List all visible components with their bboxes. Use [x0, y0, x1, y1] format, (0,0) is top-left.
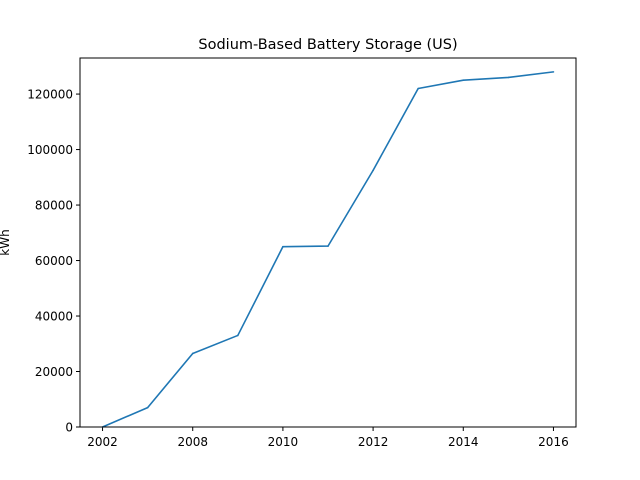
y-axis-ticks: 0 20000 40000 60000 80000 100000 120000 [27, 88, 80, 435]
x-axis-ticks: 2002 2008 2010 2012 2014 2016 [87, 427, 569, 449]
y-tick-label: 120000 [27, 88, 73, 102]
y-tick-label: 100000 [27, 143, 73, 157]
x-tick-label: 2010 [268, 435, 299, 449]
x-tick-label: 2014 [448, 435, 479, 449]
chart-title: Sodium-Based Battery Storage (US) [198, 37, 457, 53]
data-point [417, 87, 419, 90]
x-tick-label: 2002 [87, 435, 118, 449]
data-point [191, 352, 194, 355]
data-point [507, 76, 510, 79]
series-line [102, 71, 554, 428]
series-layer [101, 71, 555, 428]
data-point [146, 406, 149, 409]
x-tick-label: 2012 [358, 435, 389, 449]
y-tick-label: 20000 [35, 365, 73, 379]
x-tick-label: 2016 [538, 435, 569, 449]
data-point [282, 245, 284, 248]
y-tick-label: 60000 [35, 254, 73, 268]
y-tick-label: 40000 [35, 310, 73, 324]
y-tick-label: 80000 [35, 199, 73, 213]
y-axis-label: kWh [0, 229, 12, 255]
data-point [237, 334, 239, 337]
y-tick-label: 0 [65, 421, 73, 435]
x-tick-label: 2008 [177, 435, 208, 449]
data-point [372, 169, 374, 172]
plot-area-frame [79, 57, 577, 428]
data-point [552, 71, 555, 73]
data-point [462, 79, 465, 81]
data-point [327, 245, 329, 247]
